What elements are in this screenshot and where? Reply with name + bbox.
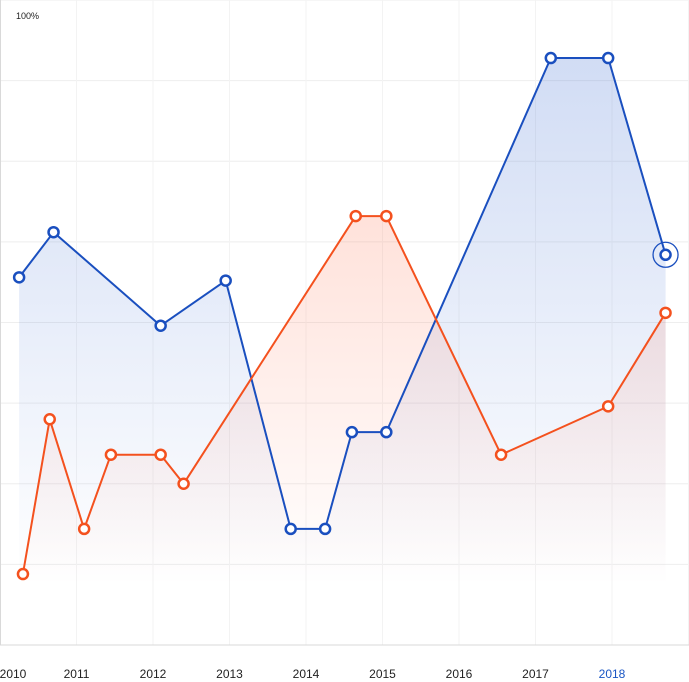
x-tick-label: 2012 <box>140 667 167 681</box>
series-areas <box>19 58 666 585</box>
series-1-point[interactable] <box>12 271 26 284</box>
series-2-point[interactable] <box>104 448 118 461</box>
series-2-point[interactable] <box>601 400 615 413</box>
x-axis <box>0 0 689 646</box>
series-1-highlight-ring[interactable] <box>652 241 679 268</box>
series-1-point[interactable] <box>601 51 615 65</box>
series-1-point[interactable] <box>154 319 167 332</box>
series-2-point[interactable] <box>43 413 56 426</box>
x-tick-label: 2011 <box>64 667 90 681</box>
series-1-point[interactable] <box>544 51 558 65</box>
series-1-point[interactable] <box>47 225 60 239</box>
series-2-point[interactable] <box>154 448 167 461</box>
series-1-point[interactable] <box>345 425 359 439</box>
x-tick-label[interactable]: 2018 <box>599 667 626 681</box>
x-tick-label: 2015 <box>369 667 396 681</box>
series-1-point[interactable] <box>659 248 672 262</box>
y-axis-top-label: 100% <box>16 11 39 21</box>
series-2-point[interactable] <box>349 209 362 223</box>
series-1-point[interactable] <box>318 522 332 536</box>
x-tick-label: 2010 <box>0 667 27 681</box>
series-2-point[interactable] <box>494 448 508 461</box>
series-2-area <box>22 216 666 585</box>
x-tick-label: 2016 <box>446 667 473 681</box>
x-tick-label: 2017 <box>522 667 549 681</box>
x-tick-labels: 2010 2011 2012 2013 2014 2015 2016 2017 2018 <box>0 667 626 681</box>
series-2-point[interactable] <box>77 522 91 536</box>
series-1-point[interactable] <box>380 425 393 439</box>
series-1-point[interactable] <box>219 274 232 287</box>
x-tick-label: 2014 <box>293 667 320 681</box>
series-2-point[interactable] <box>659 306 672 320</box>
series-2-point[interactable] <box>16 567 30 581</box>
series-2-point[interactable] <box>380 209 393 223</box>
series-1-point[interactable] <box>284 522 297 536</box>
series-2-point[interactable] <box>177 477 190 490</box>
series-points <box>12 51 679 581</box>
x-tick-label: 2013 <box>216 667 243 681</box>
